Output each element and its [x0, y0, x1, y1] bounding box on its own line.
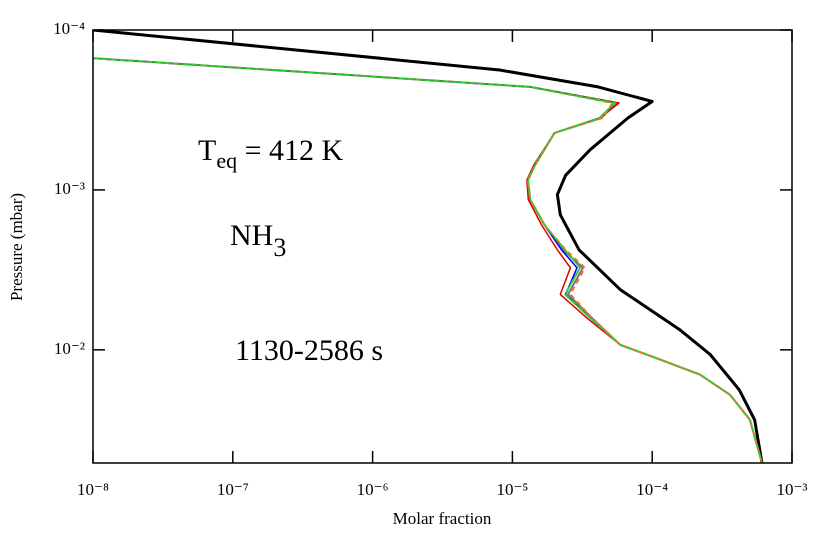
x-tick-label: 10⁻⁴ — [636, 480, 668, 499]
x-axis-label: Molar fraction — [393, 509, 492, 528]
data-line — [93, 57, 763, 463]
data-line — [93, 57, 763, 463]
annotation-subscript: eq — [216, 148, 237, 173]
data-line — [93, 57, 763, 463]
x-tick-label: 10⁻³ — [776, 480, 807, 499]
annotation-subscript: 3 — [273, 233, 286, 262]
data-line — [93, 30, 764, 463]
annotation: Teq = 412 K — [198, 134, 344, 173]
annotation: NH3 — [230, 219, 286, 262]
x-tick-label: 10⁻⁶ — [357, 480, 389, 499]
y-tick-label: 10⁻³ — [54, 179, 85, 198]
x-tick-label: 10⁻⁵ — [496, 480, 528, 499]
data-line — [93, 57, 763, 463]
data-line — [93, 57, 763, 463]
x-tick-label: 10⁻⁷ — [217, 480, 249, 499]
plot-frame — [92, 29, 793, 464]
annotation-text: NH — [230, 219, 273, 252]
x-tick-label: 10⁻⁸ — [77, 480, 109, 499]
y-tick-label: 10⁻² — [54, 339, 85, 358]
y-tick-label: 10⁻⁴ — [53, 19, 85, 38]
annotation: 1130-2586 s — [235, 334, 383, 367]
annotation-text: = 412 K — [237, 134, 343, 167]
annotation-text: T — [198, 134, 216, 167]
data-line — [93, 57, 763, 463]
y-axis-label: Pressure (mbar) — [7, 193, 26, 301]
annotation-text: 1130-2586 s — [235, 334, 383, 367]
